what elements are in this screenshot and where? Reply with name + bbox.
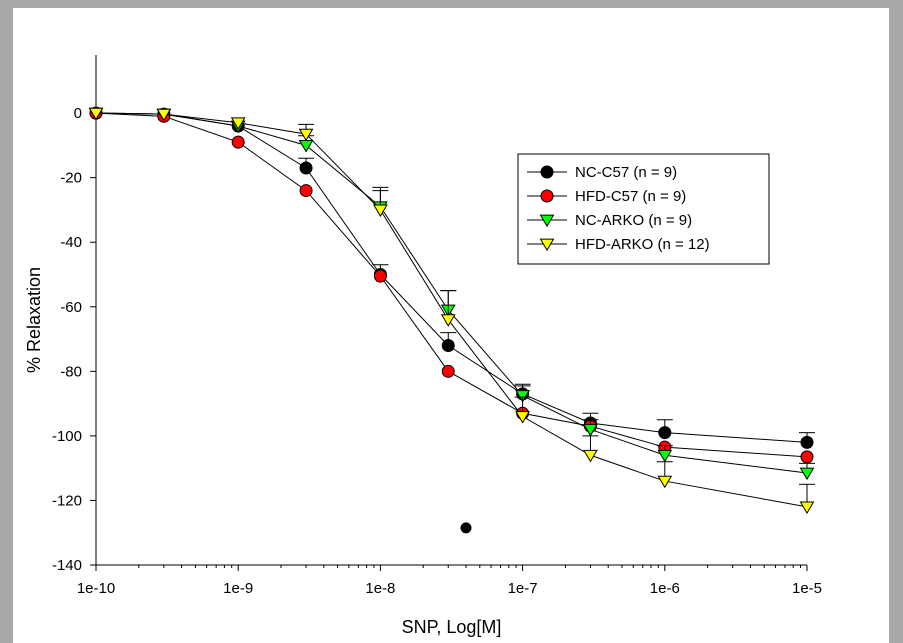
data-point: [657, 449, 673, 463]
series-line: [95, 112, 808, 508]
data-point: [657, 475, 673, 489]
data-point: [799, 501, 815, 515]
data-point: [230, 117, 246, 130]
x-tick-label: 1e-5: [792, 580, 822, 597]
legend-marker: [540, 165, 554, 179]
x-tick-label: 1e-7: [508, 580, 538, 597]
y-tick-label: -100: [52, 428, 82, 445]
series-4: [88, 107, 815, 515]
series-layer: [88, 106, 815, 515]
data-point: [299, 184, 313, 198]
x-tick-label: 1e-6: [650, 580, 680, 597]
data-point: [800, 435, 814, 449]
data-point: [156, 108, 172, 122]
series-line: [95, 112, 808, 474]
data-point: [88, 107, 104, 121]
x-tick-label: 1e-10: [77, 580, 115, 597]
legend-marker: [540, 189, 554, 203]
outlier-point: [460, 522, 472, 534]
legend-label: NC-C57 (n = 9): [575, 164, 677, 181]
legend: NC-C57 (n = 9) HFD-C57 (n = 9) NC-ARKO (n …: [517, 153, 770, 265]
legend-item: HFD-C57 (n = 9): [527, 188, 686, 205]
data-point: [515, 411, 530, 424]
data-point: [440, 314, 456, 327]
y-axis-title: % Relaxation: [24, 267, 44, 373]
legend-label: NC-ARKO (n = 9): [575, 212, 692, 229]
x-tick-label: 1e-8: [365, 580, 395, 597]
y-tick-label: 0: [74, 105, 82, 122]
legend-label: HFD-ARKO (n = 12): [575, 236, 710, 253]
data-point: [373, 204, 388, 218]
y-tick-label: -120: [52, 492, 82, 509]
outlier-layer: [460, 522, 472, 534]
data-point: [298, 140, 314, 153]
data-point: [441, 339, 455, 353]
data-point: [515, 390, 530, 403]
data-point: [299, 161, 313, 175]
data-point: [441, 364, 455, 378]
legend-marker: [539, 238, 555, 252]
data-point: [658, 426, 672, 440]
data-point: [298, 128, 314, 142]
data-point: [373, 269, 387, 283]
y-tick-label: -80: [60, 363, 82, 380]
legend-item: NC-C57 (n = 9): [527, 164, 677, 181]
data-point: [800, 450, 814, 464]
legend-item: NC-ARKO (n = 9): [527, 212, 692, 229]
data-point: [799, 467, 815, 481]
data-point: [583, 424, 598, 437]
series-line: [95, 112, 808, 458]
legend-item: HFD-ARKO (n = 12): [527, 236, 710, 253]
legend-marker: [539, 214, 555, 228]
data-point: [583, 449, 598, 463]
y-tick-label: -140: [52, 557, 82, 574]
x-tick-label: 1e-9: [223, 580, 253, 597]
y-tick-label: -60: [60, 299, 82, 316]
axes: 0 -20 -40 -60 -80 -100 -120 -140 1e-10 1e-9 1e-8 1e…: [52, 55, 822, 597]
x-axis-title: SNP, Log[M]: [402, 617, 502, 637]
data-point: [231, 135, 245, 149]
y-tick-label: -20: [60, 170, 82, 187]
legend-label: HFD-C57 (n = 9): [575, 188, 686, 205]
y-tick-label: -40: [60, 234, 82, 251]
